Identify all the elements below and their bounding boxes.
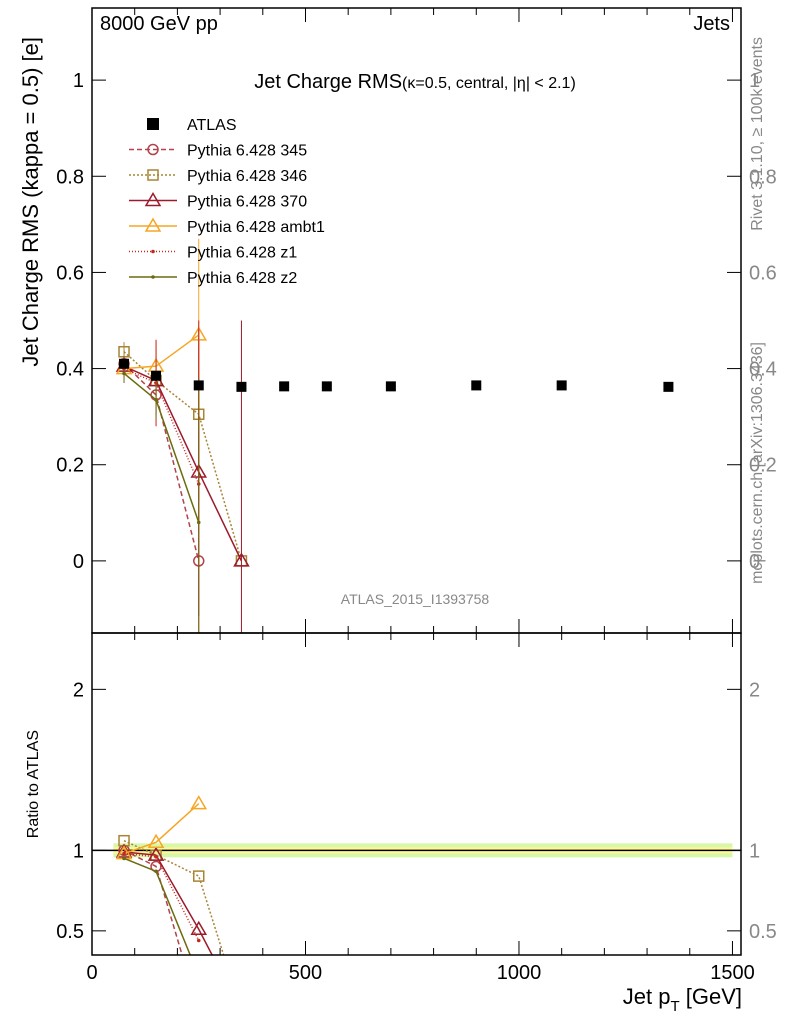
data-point xyxy=(234,1004,248,1016)
header-right-label: Jets xyxy=(693,13,730,35)
data-point xyxy=(144,192,162,207)
data-point xyxy=(151,249,155,254)
y-tick-label-right: 0.4 xyxy=(749,359,777,381)
data-point xyxy=(196,520,201,525)
y-tick-label: 1 xyxy=(73,70,84,92)
data-point xyxy=(194,1006,204,1016)
y-tick-label-right: 0.6 xyxy=(749,262,777,284)
chart-title-main: Jet Charge RMS xyxy=(254,71,402,93)
legend-label: Pythia 6.428 z2 xyxy=(187,270,297,287)
x-tick-label: 0 xyxy=(86,962,97,984)
y-tick-label: 0 xyxy=(73,551,84,573)
mcplots-label: mcplots.cern.ch [arXiv:1306.3436] xyxy=(749,342,766,584)
chart-title: Jet Charge RMS(κ=0.5, central, |η| < 2.1… xyxy=(254,71,576,93)
ratio-y-axis-label: Ratio to ATLAS xyxy=(25,730,42,838)
y-tick-label-right: 0 xyxy=(749,551,760,573)
atlas-data-point xyxy=(236,381,247,392)
legend-atlas-marker xyxy=(147,118,159,130)
data-point xyxy=(190,795,208,810)
data-point xyxy=(197,974,201,978)
atlas-data-point xyxy=(556,380,567,391)
x-tick-label: 500 xyxy=(289,962,322,984)
ratio-plot-marks xyxy=(92,795,741,1016)
y-tick-label-right: 0.2 xyxy=(749,455,777,477)
series-line xyxy=(123,365,243,562)
data-point xyxy=(147,169,159,181)
legend-label: Pythia 6.428 370 xyxy=(187,194,307,211)
data-point xyxy=(154,854,158,859)
series-line xyxy=(123,857,192,955)
data-point xyxy=(122,371,126,376)
plot-frames xyxy=(91,7,742,956)
y-tick-label: 1 xyxy=(73,840,84,862)
legend-atlas-label: ATLAS xyxy=(187,117,237,134)
chart-title-sub: (κ=0.5, central, |η| < 2.1) xyxy=(402,75,576,92)
legend-label: Pythia 6.428 ambt1 xyxy=(187,219,325,236)
series-line xyxy=(123,849,183,955)
series-group xyxy=(115,238,250,633)
atlas-data-point xyxy=(193,380,204,391)
data-point xyxy=(144,217,162,232)
x-axis-label-unit: [GeV] xyxy=(680,984,742,1009)
y-tick-label-right: 0.8 xyxy=(749,166,777,188)
main-y-axis-label: Jet Charge RMS (kappa = 0.5) [e] xyxy=(18,37,43,367)
series-line xyxy=(123,334,200,370)
legend-label: Pythia 6.428 345 xyxy=(187,143,307,160)
data-point xyxy=(147,143,159,156)
analysis-watermark: ATLAS_2015_I1393758 xyxy=(341,591,490,607)
y-tick-label: 0.8 xyxy=(56,166,84,188)
data-point xyxy=(192,870,205,882)
rivet-version-label: Rivet 3.1.10, ≥ 100k events xyxy=(749,37,766,231)
series-line xyxy=(123,351,243,562)
y-tick-label: 0.6 xyxy=(56,262,84,284)
series-line xyxy=(123,851,213,955)
header-left-label: 8000 GeV pp xyxy=(100,13,218,35)
atlas-data-point xyxy=(119,358,130,369)
y-tick-label: 0.4 xyxy=(56,359,84,381)
y-tick-label-right: 0.5 xyxy=(749,921,777,943)
series-line xyxy=(123,803,200,855)
data-point xyxy=(122,851,126,856)
atlas-data-point xyxy=(471,380,482,391)
x-tick-label: 1500 xyxy=(710,962,755,984)
legend: ATLAS Pythia 6.428 345 Pythia 6.428 346 Pyt… xyxy=(129,117,325,287)
data-point xyxy=(147,833,165,849)
y-tick-label-right: 1 xyxy=(749,840,760,862)
x-axis-label-sub: T xyxy=(670,998,679,1015)
atlas-data-point xyxy=(151,370,162,381)
y-tick-label: 0.2 xyxy=(56,455,84,477)
main-plot-frame xyxy=(91,7,742,634)
atlas-data-point xyxy=(385,381,396,392)
ratio-plot-frame xyxy=(91,632,742,956)
data-point xyxy=(151,275,155,279)
atlas-data-point xyxy=(279,381,290,392)
series-line xyxy=(123,367,200,485)
legend-label: Pythia 6.428 z1 xyxy=(187,245,297,262)
atlas-data-point xyxy=(663,381,674,392)
data-point xyxy=(147,846,165,861)
data-point xyxy=(122,856,126,861)
data-point xyxy=(154,398,158,402)
y-tick-label: 2 xyxy=(73,679,84,701)
data-point xyxy=(190,920,208,935)
main-plot-marks xyxy=(115,238,674,633)
series-group xyxy=(115,795,248,1016)
atlas-data-point xyxy=(321,381,332,392)
main-plot-axes: 0 0 0.2 0.2 0.4 0.4 0.6 0.6 0.8 0.8 1 1 xyxy=(56,8,777,633)
data-point xyxy=(196,938,201,943)
data-point xyxy=(154,869,158,874)
data-point xyxy=(236,1006,246,1016)
x-tick-label: 1000 xyxy=(497,962,542,984)
x-axis-label: Jet pT [GeV] xyxy=(623,984,742,1015)
data-point xyxy=(233,552,250,567)
legend-label: Pythia 6.428 346 xyxy=(187,168,307,185)
y-tick-label-right: 2 xyxy=(749,679,760,701)
y-tick-label-right: 1 xyxy=(749,70,760,92)
y-tick-label: 0.5 xyxy=(56,921,84,943)
x-axis-label-main: Jet p xyxy=(623,984,671,1009)
ratio-plot-axes: 0 500 1000 1500 0.5 0.5 1 1 2 2 xyxy=(56,633,777,984)
